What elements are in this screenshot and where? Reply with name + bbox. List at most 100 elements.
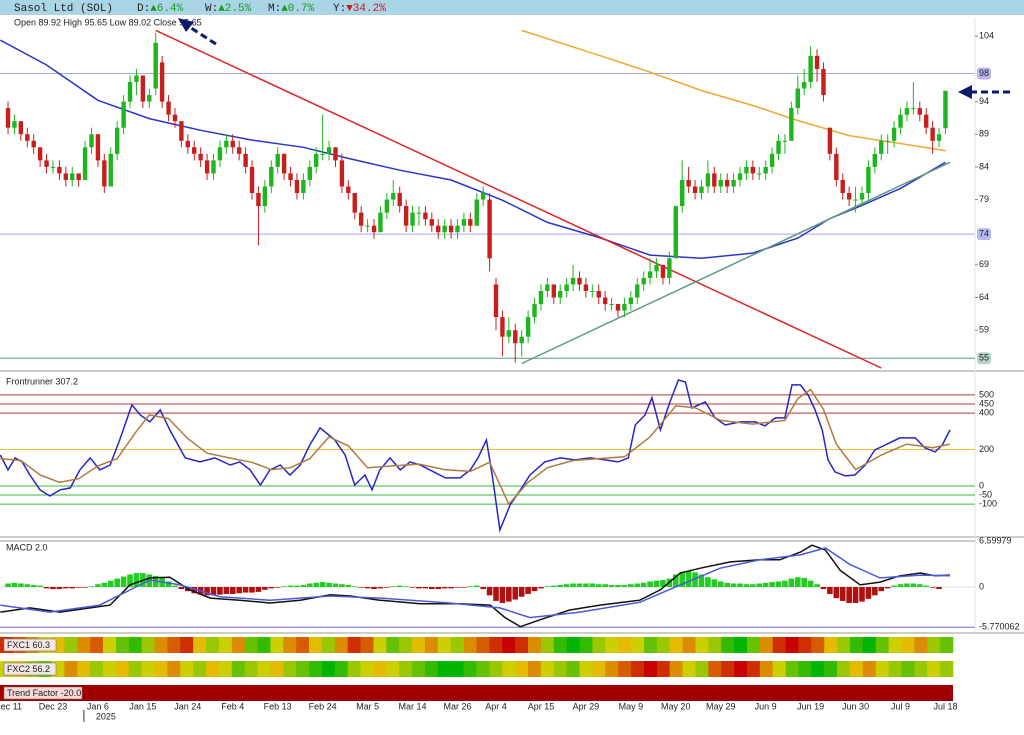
histogram-bar [583,583,589,587]
x-tick-label: Jun 30 [842,701,869,711]
row-label-box [3,638,57,652]
x-tick-label: Apr 4 [485,701,507,711]
candle-body [834,153,839,180]
histogram-bar [756,583,763,587]
heat-cell [528,661,542,677]
candle-body [718,179,723,187]
heat-cell [888,637,902,653]
candle-body [108,153,113,187]
histogram-bar [672,574,679,587]
candle-body [590,290,595,292]
histogram-bar [563,584,570,587]
histogram-bar [698,574,705,587]
candle-body [358,212,364,226]
heat-cell [437,661,452,677]
heat-cell [476,661,490,677]
x-tick-label: Jul 18 [933,701,957,711]
heat-cell [798,661,812,677]
candle-body [384,199,390,213]
heat-cell [772,661,786,677]
header-stat: Y:▼34.2% [333,3,386,15]
stat-value: ▲0.7% [281,3,314,15]
candle-body [911,108,916,110]
histogram-bar [794,577,801,587]
heat-cell [386,661,400,677]
heat-cell [244,637,258,653]
histogram-bar [358,586,364,588]
heat-cell [463,661,477,677]
heat-cell [528,637,542,653]
candle-body [680,179,685,207]
heat-cell [399,661,413,677]
year-label: 2025 [96,711,116,721]
heat-cell [167,637,181,653]
heat-cell [540,661,555,677]
heat-cell [940,637,954,653]
histogram-bar [274,586,281,588]
histogram-bar [544,586,551,587]
candle-body [31,140,36,148]
candle-body [558,290,563,298]
histogram-bar [884,586,891,589]
candle-body [750,166,756,174]
heat-cell [849,661,864,677]
heat-cell [412,637,426,653]
candle-body [538,290,544,305]
header-stat: D:▲6.4% [137,3,184,15]
heat-cell [837,637,851,653]
histogram-bar [428,586,435,590]
candle-body [147,95,152,102]
histogram-bar [589,583,596,587]
candle-body [513,330,518,344]
x-tick-label: Jan 24 [174,701,201,711]
histogram-bar [390,586,397,587]
candle-body [262,186,268,207]
heat-cell [321,637,336,653]
heat-cell [566,661,580,677]
candle-body [436,225,441,233]
heat-cell [643,637,658,653]
histogram-bar [724,582,730,587]
heat-cell [721,661,735,677]
histogram-bar [101,582,108,587]
candle-body [12,121,17,128]
candle-body [121,101,126,128]
histogram-bar [37,585,43,587]
heat-cell [605,637,619,653]
candle-body [134,75,139,82]
heat-cell [77,661,91,677]
heat-cell [669,637,683,653]
heat-cell [489,637,503,653]
candle-body [737,173,743,180]
heat-cell [347,637,361,653]
header-stat: W:▲2.5% [205,3,252,15]
panels [0,18,1024,634]
candle-body [230,140,235,148]
histogram-bar [595,584,602,587]
row-label: FXC1 60.3 [7,640,50,650]
histogram-bar [11,582,18,587]
heat-cell [579,637,593,653]
heat-cell [695,637,709,653]
histogram-bar [351,586,358,587]
heat-cell [450,661,464,677]
heat-cell [167,661,181,677]
candle-body [378,212,383,233]
histogram-bar [557,584,564,587]
candle-body [256,193,261,207]
heat-cell [128,661,142,677]
histogram-bar [730,583,737,587]
histogram-bar [332,583,339,587]
histogram-bar [775,581,782,587]
histogram-bar [82,586,88,588]
candle-body [429,219,434,226]
heat-cell [399,637,413,653]
histogram-bar [294,585,300,587]
histogram-bar [281,586,287,587]
candle-body [583,284,589,291]
histogram-bar [538,586,544,589]
histogram-bar [782,580,788,587]
candle-body [936,134,942,141]
plot-area: 104 94 89 84 79 69 64 59 98 74 55 Dec 11 Dec 23 Jan 6… [0,29,1020,722]
x-tick-label: Jan 15 [129,701,156,711]
